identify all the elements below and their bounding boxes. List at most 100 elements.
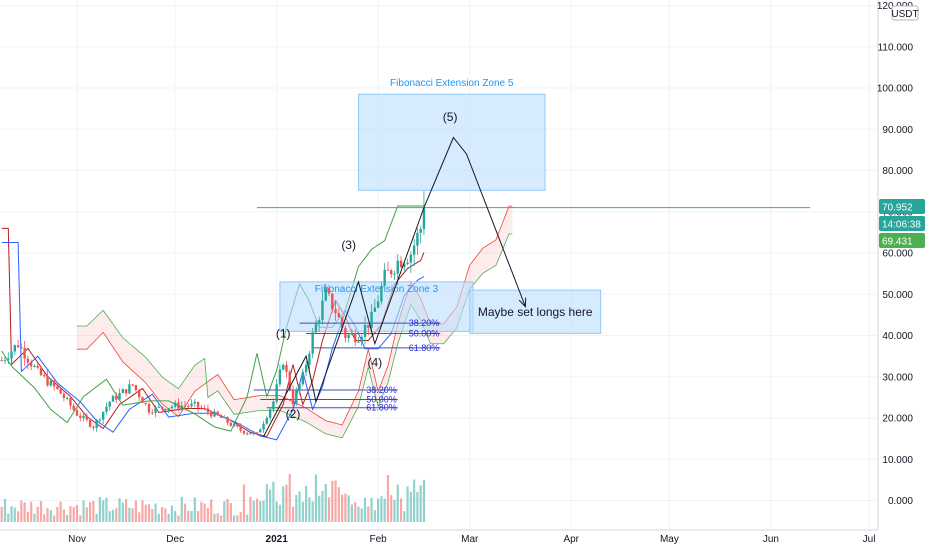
volume-bar xyxy=(160,507,164,522)
volume-bar xyxy=(321,490,324,522)
candle-body xyxy=(223,417,226,419)
volume-bar xyxy=(23,502,26,522)
volume-bar xyxy=(102,500,105,522)
candle-body xyxy=(98,419,102,421)
candle-body xyxy=(209,412,213,417)
price-tick-label: 60.000 xyxy=(882,249,913,260)
volume-bar xyxy=(288,474,291,522)
volume-bar xyxy=(419,485,422,522)
candle-body xyxy=(219,415,223,418)
candle-body xyxy=(380,285,383,302)
candle-body xyxy=(363,324,367,337)
volume-bar xyxy=(413,479,416,522)
candle-body xyxy=(242,430,246,434)
volume-bar xyxy=(399,498,403,522)
candle-body xyxy=(291,389,295,405)
candle-body xyxy=(304,364,308,373)
volume-bar xyxy=(210,499,213,522)
candle-body xyxy=(331,293,334,310)
volume-bar xyxy=(383,498,386,522)
time-tick-label: Jun xyxy=(763,534,779,545)
volume-bar xyxy=(242,484,246,522)
volume-bar xyxy=(285,484,288,522)
volume-bar xyxy=(370,497,373,522)
candle-body xyxy=(118,393,121,400)
candle-body xyxy=(255,432,259,434)
candle-body xyxy=(52,380,56,387)
volume-bar xyxy=(141,500,144,522)
candle-body xyxy=(416,232,419,246)
volume-bar xyxy=(131,508,134,522)
volume-bar xyxy=(233,515,236,522)
volume-bar xyxy=(291,506,295,522)
candle-body xyxy=(318,320,321,324)
volume-bar xyxy=(56,506,59,522)
candle-body xyxy=(249,433,252,435)
candle-body xyxy=(203,408,206,410)
price-tick-label: 20.000 xyxy=(882,414,913,425)
volume-bar xyxy=(157,513,160,522)
volume-bar xyxy=(311,501,314,522)
volume-bar xyxy=(249,496,252,522)
time-axis: Nov Dec 2021 Feb Mar Apr May Jun Jul xyxy=(68,534,875,545)
candles xyxy=(0,191,426,436)
volume-bar xyxy=(324,484,327,522)
candle-body xyxy=(226,417,229,423)
candle-body xyxy=(10,351,13,359)
candle-body xyxy=(164,408,167,411)
price-axis: 120.000110.000100.00090.00080.00070.0006… xyxy=(877,0,932,550)
volume-bar xyxy=(269,489,272,522)
volume-bar xyxy=(275,501,278,522)
volume-bar xyxy=(403,511,406,522)
volume-bar xyxy=(236,515,239,522)
volume-bar xyxy=(203,503,206,522)
volume-bar xyxy=(0,506,3,522)
wave-path xyxy=(263,136,526,437)
cloud-fill xyxy=(77,206,513,438)
volume-bar xyxy=(180,496,183,522)
candle-body xyxy=(213,411,216,417)
candle-body xyxy=(344,327,347,339)
candle-body xyxy=(56,386,59,389)
zone-box xyxy=(469,289,602,334)
candle-body xyxy=(3,359,7,361)
wave-label: (1) xyxy=(276,327,291,341)
volume-bar xyxy=(39,501,43,522)
volume-bar xyxy=(406,486,409,522)
zone-label: Maybe set longs here xyxy=(478,305,593,319)
volume-bar xyxy=(200,501,203,522)
volume-bars xyxy=(0,474,426,522)
volume-bar xyxy=(111,509,115,522)
volume-bar xyxy=(327,497,331,522)
time-tick-label: Apr xyxy=(563,534,579,545)
candle-body xyxy=(160,406,164,409)
candle-body xyxy=(29,362,33,367)
volume-bar xyxy=(62,509,66,522)
candle-body xyxy=(370,311,373,328)
candle-body xyxy=(79,415,82,418)
volume-bar xyxy=(154,503,157,522)
volume-bar xyxy=(16,511,20,522)
volume-bar xyxy=(278,504,282,522)
volume-bar xyxy=(167,513,170,522)
candle-body xyxy=(298,384,301,391)
fib-level-label: 61.80% xyxy=(366,403,397,413)
volume-bar xyxy=(72,507,75,522)
volume-bar xyxy=(30,501,33,522)
volume-bar xyxy=(20,500,23,522)
time-tick-label: Nov xyxy=(68,534,86,545)
price-tick-label: 90.000 xyxy=(882,125,913,136)
volume-bar xyxy=(36,506,39,522)
candle-body xyxy=(206,408,210,413)
candle-body xyxy=(33,365,36,367)
candle-body xyxy=(46,375,49,386)
candle-body xyxy=(422,207,426,230)
candle-body xyxy=(285,364,288,372)
volume-bar xyxy=(128,507,131,522)
time-tick-label: Dec xyxy=(166,534,184,545)
candle-body xyxy=(72,405,75,411)
volume-bar xyxy=(347,495,350,522)
candle-body xyxy=(406,262,409,265)
